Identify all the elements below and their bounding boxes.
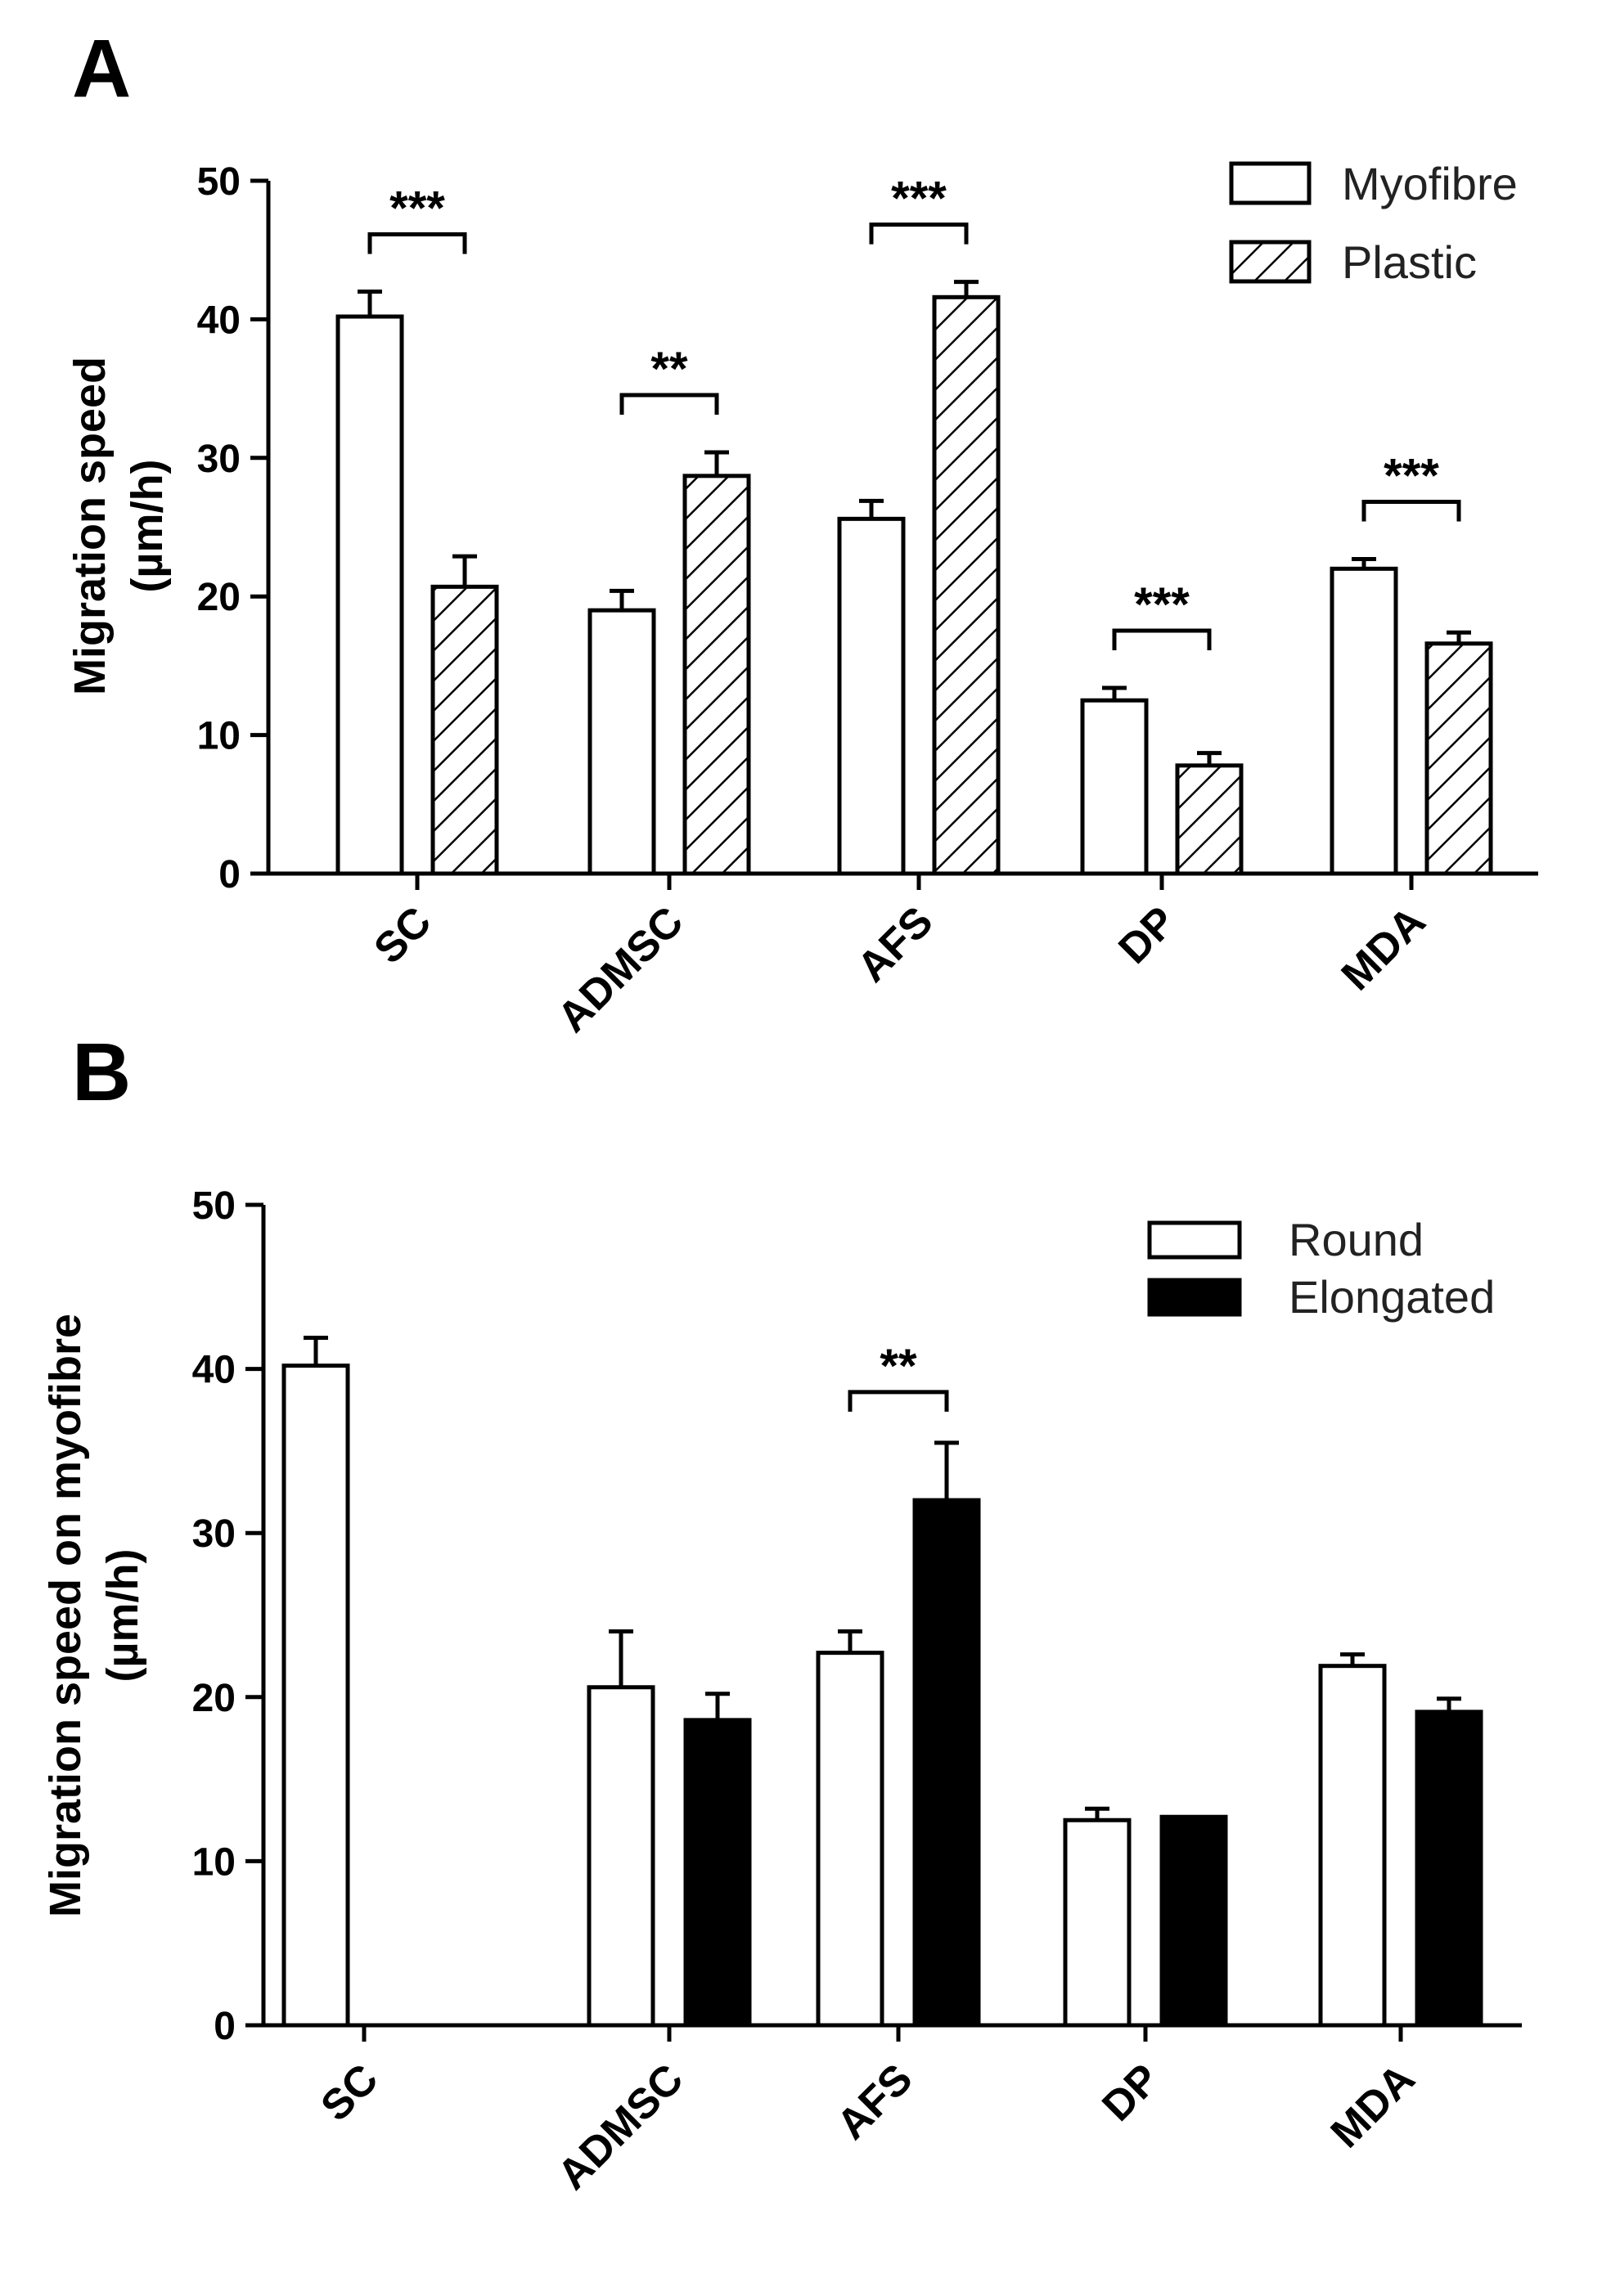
panel-b-bar <box>912 1498 981 2028</box>
panel-b-bar <box>587 1685 655 2028</box>
panel-a-bar <box>837 516 906 876</box>
panel-a-yunit: (µm/h) <box>123 459 172 592</box>
panel-b-xtick-label: MDA <box>1322 2055 1424 2157</box>
panel-a-bar <box>335 314 404 876</box>
panel-a-legend: Myofibre Plastic <box>1229 158 1518 288</box>
panel-b-bar <box>1063 1817 1132 2028</box>
panel-a-ytick-label: 30 <box>197 438 241 481</box>
panel-a-sig-label: *** <box>891 173 947 226</box>
panel-a-sig-label: ** <box>650 343 688 396</box>
panel-a-ytick-label: 50 <box>197 160 241 204</box>
panel-a-bar <box>430 584 499 876</box>
panel-a-bar <box>1175 763 1244 876</box>
panel-a-sig-bracket <box>619 393 719 416</box>
panel-a-bar <box>1424 641 1493 876</box>
panel-b-ylabel: Migration speed on myofibre <box>41 1314 90 1917</box>
panel-a-bar <box>1330 566 1398 876</box>
panel-b-ytick-label: 30 <box>192 1512 236 1556</box>
panel-b-bar <box>1159 1814 1228 2028</box>
panel-a-sig-label: *** <box>389 182 445 236</box>
panel-b-xtick-label: DP <box>1093 2055 1168 2130</box>
panel-a-xtick-label: SC <box>365 897 440 973</box>
legend-swatch-myofibre <box>1229 161 1312 205</box>
panel-a-xtick-label: ADMSC <box>549 897 693 1041</box>
panel-a-ytick-label: 20 <box>197 576 241 619</box>
legend-swatch-elongated <box>1147 1278 1242 1317</box>
panel-a-sig-label: *** <box>1384 449 1439 502</box>
panel-a-xtick-label: MDA <box>1333 897 1435 1000</box>
panel-a-sig-label: *** <box>1134 578 1190 631</box>
legend-label-myofibre: Myofibre <box>1342 158 1518 209</box>
panel-b-xtick-label: ADMSC <box>549 2055 693 2199</box>
panel-b-ytick-label: 40 <box>192 1349 236 1392</box>
panel-b-legend: Round Elongated <box>1147 1214 1495 1323</box>
panel-b-bar <box>1318 1664 1387 2028</box>
panel-a-bar <box>587 608 656 876</box>
legend-label-round: Round <box>1289 1214 1424 1265</box>
panel-b-yunit: (µm/h) <box>98 1548 147 1682</box>
panel-a-ytick-label: 40 <box>197 299 241 342</box>
panel-a-sig-bracket <box>1361 499 1461 522</box>
panel-a-sig-bracket <box>869 222 969 245</box>
panel-a-xtick-label: DP <box>1109 897 1185 973</box>
panel-b-bar <box>683 1718 752 2028</box>
panel-b-xtick-label: AFS <box>828 2055 922 2149</box>
panel-b-bar <box>816 1651 884 2028</box>
panel-a-ylabel: Migration speed <box>65 357 115 695</box>
legend-label-elongated: Elongated <box>1289 1271 1495 1323</box>
panel-b-ytick-label: 20 <box>192 1677 236 1720</box>
panel-a-ytick-label: 0 <box>218 853 241 896</box>
panel-a-sig-bracket <box>1112 628 1212 651</box>
panel-b-sig-label: ** <box>880 1340 917 1393</box>
panel-a-bar <box>682 474 751 876</box>
panel-b-bar <box>1415 1710 1483 2028</box>
panel-b-ytick-label: 0 <box>214 2005 236 2048</box>
panel-b-letter: B <box>72 1027 131 1118</box>
panel-b-ytick-label: 10 <box>192 1840 236 1884</box>
legend-swatch-round <box>1147 1220 1242 1260</box>
panel-b-ytick-label: 50 <box>192 1184 236 1228</box>
panel-a-letter: A <box>72 23 131 115</box>
panel-b-bar <box>281 1364 350 2028</box>
panel-b-sig-bracket <box>848 1390 949 1412</box>
panel-a-bar <box>1080 698 1149 876</box>
panel-a-sig-bracket <box>367 232 467 254</box>
legend-label-plastic: Plastic <box>1342 236 1477 288</box>
legend-swatch-plastic <box>1229 240 1312 284</box>
panel-a-xtick-label: AFS <box>848 897 943 991</box>
panel-a-bar <box>932 294 1001 876</box>
panel-a-ytick-label: 10 <box>197 715 241 758</box>
panel-b: B Migration speed on myofibre (µm/h) 0 10… <box>41 1027 1522 2199</box>
panel-a: A Migration speed (µm/h) 0 10 20 30 40 50 SC AD… <box>65 23 1538 1041</box>
panel-b-marks: 0 10 20 30 40 50 SC ADMSC AFS DP MDA ** <box>192 1184 1522 2199</box>
panel-b-xtick-label: SC <box>312 2055 387 2130</box>
